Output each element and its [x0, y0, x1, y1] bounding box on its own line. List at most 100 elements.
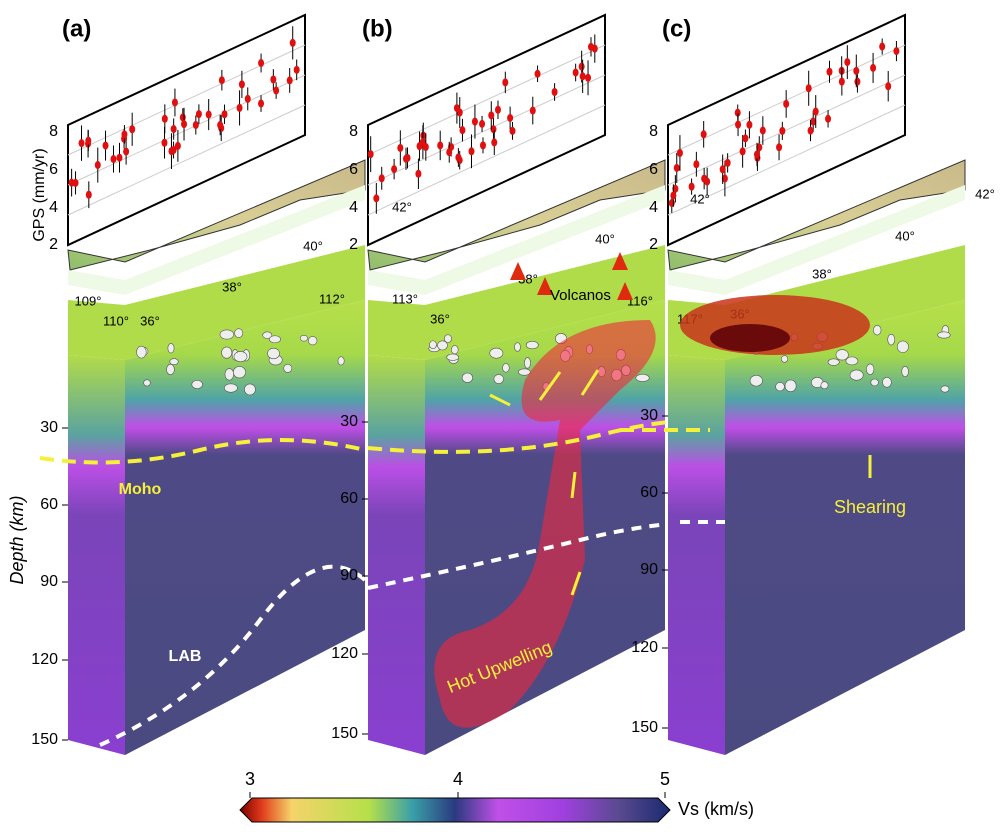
gps-point	[174, 141, 181, 150]
annotation: Moho	[119, 481, 162, 498]
gps-tick-label: 8	[349, 123, 358, 140]
gps-point	[776, 143, 783, 152]
arrow	[580, 369, 600, 396]
gps-point	[668, 199, 675, 208]
earthquake	[887, 333, 896, 346]
geo-label: 116°	[627, 293, 653, 308]
geo-label: 112°	[319, 291, 345, 306]
gps-point	[494, 105, 501, 114]
volcano-icon	[510, 262, 526, 280]
volcano-icon	[537, 277, 553, 295]
gps-point	[579, 72, 586, 81]
geo-label: 38°	[222, 279, 242, 294]
gps-grid	[67, 74, 306, 186]
gps-point	[94, 161, 101, 170]
gps-point	[853, 66, 860, 75]
panel: 2468306090120150113°36°38°40°42°116°(b)V…	[331, 13, 722, 755]
earthquake	[429, 340, 437, 349]
depth-tick-label: 60	[40, 496, 58, 513]
geo-label: 42°	[975, 186, 995, 201]
earthquake	[169, 358, 179, 366]
gps-point	[258, 99, 265, 108]
gps-point	[719, 165, 726, 174]
arrow	[489, 393, 511, 407]
gps-point	[502, 78, 509, 87]
depth-axis-title: Depth (km)	[7, 495, 27, 584]
gps-point	[286, 76, 293, 85]
moho-line	[39, 438, 366, 465]
gps-tick-label: 6	[349, 161, 358, 178]
gps-point	[367, 150, 374, 159]
gps-point	[270, 75, 277, 84]
gps-point	[529, 106, 536, 115]
colorbar: 3 4 5 Vs (km/s)	[239, 769, 754, 823]
gps-point	[236, 103, 243, 112]
gps-grid	[667, 104, 906, 216]
arrow	[570, 571, 582, 596]
earthquake	[244, 383, 256, 396]
arrow	[538, 371, 562, 401]
gps-point	[885, 82, 892, 91]
earthquake	[451, 345, 459, 355]
earthquake	[437, 340, 448, 351]
gps-point	[491, 138, 498, 147]
gps-point	[805, 84, 812, 93]
earthquake	[820, 381, 829, 390]
gps-point	[578, 62, 585, 71]
gps-point	[572, 68, 579, 77]
earthquake	[233, 351, 248, 363]
earthquake	[299, 334, 308, 342]
colorbar-tick-label: 4	[453, 769, 463, 789]
gps-tick-label: 2	[649, 236, 658, 253]
gps-point	[783, 99, 790, 108]
geo-label: 36°	[140, 313, 160, 328]
gps-point	[826, 67, 833, 76]
gps-point	[734, 108, 741, 117]
gps-point	[373, 194, 380, 203]
gps-point	[807, 126, 814, 135]
gps-point	[893, 47, 900, 56]
earthquake	[502, 363, 510, 373]
earthquake	[262, 331, 273, 339]
gps-point	[779, 126, 786, 135]
panel-label: (b)	[362, 15, 393, 42]
colorbar-scale	[239, 797, 671, 823]
section-side	[368, 355, 425, 755]
annotation: Shearing	[834, 497, 906, 517]
gps-point	[825, 114, 832, 123]
earthquake	[283, 363, 293, 373]
earthquake	[870, 378, 879, 387]
gps-point	[704, 177, 711, 186]
earthquake	[784, 379, 797, 393]
colorbar-tick-label: 5	[660, 769, 670, 789]
depth-tick-label: 120	[331, 645, 358, 662]
gps-point	[102, 141, 109, 150]
gps-point	[129, 125, 136, 134]
depth-tick-label: 30	[40, 419, 58, 436]
gps-point	[437, 141, 444, 150]
earthquake	[835, 349, 849, 361]
gps-point	[170, 125, 177, 134]
section-side	[68, 355, 125, 755]
geo-label: 40°	[595, 231, 615, 246]
gps-point	[480, 141, 487, 150]
gps-point	[688, 182, 695, 191]
gps-point	[168, 147, 175, 156]
gps-point	[181, 120, 188, 129]
gps-point	[693, 160, 700, 169]
arrow	[570, 471, 577, 499]
gps-grid	[67, 44, 306, 156]
gps-point	[116, 153, 123, 162]
earthquake	[849, 369, 864, 381]
gps-point	[273, 86, 280, 95]
volcano-icon	[617, 282, 633, 300]
section-front	[725, 300, 965, 755]
earthquake	[525, 341, 539, 350]
gps-point	[416, 142, 423, 151]
panel: 2 4 6 8 30 60 90 120 150 109°110° 36° 38° 40° 112° (a)…	[31, 13, 367, 755]
gps-point	[378, 174, 385, 183]
gps-tick-label: 4	[649, 199, 658, 216]
gps-point	[870, 63, 877, 72]
gps-point	[812, 107, 819, 116]
